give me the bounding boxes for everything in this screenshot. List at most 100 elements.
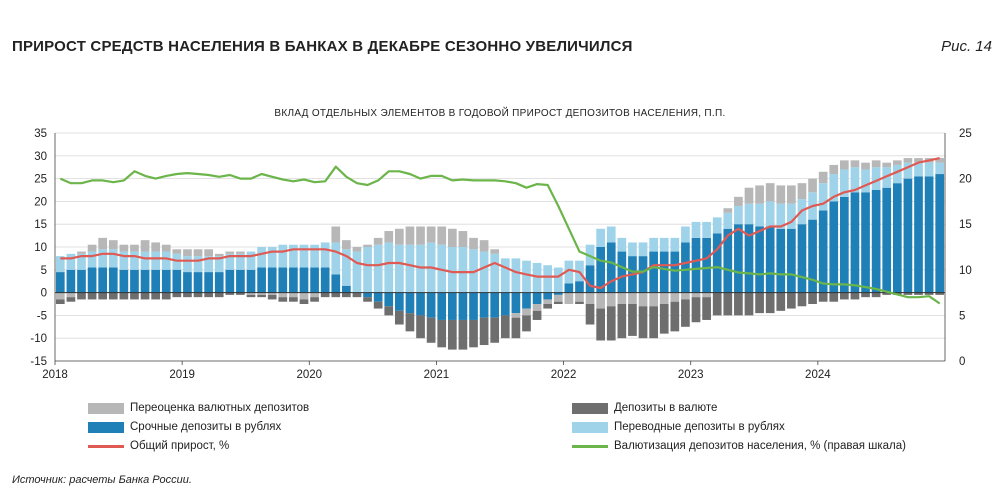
bar-transfer [352, 251, 362, 293]
bar-fx [543, 304, 553, 309]
legend-swatch [572, 444, 608, 448]
bar-term [331, 274, 341, 293]
bar-reval [681, 292, 690, 300]
bar-transfer [331, 242, 341, 275]
chart-axes: 35 30 25 20 15 10 5 0 -5 -10 -15 25 20 15 10 5 0 2018 2019… [30, 128, 971, 381]
bar-transfer [87, 251, 97, 268]
bar-transfer [458, 247, 468, 293]
bar-term [299, 267, 309, 293]
bar-term [797, 224, 807, 293]
bar-term [914, 176, 923, 293]
bar-transfer [850, 167, 860, 193]
bar-fx [447, 319, 457, 350]
bar-fx [426, 317, 436, 343]
bar-reval [479, 240, 489, 252]
bar-transfer [596, 228, 605, 247]
bar-term [384, 292, 394, 307]
bar-term [596, 247, 605, 293]
bar-transfer [924, 162, 934, 177]
bar-transfer [681, 226, 690, 243]
bar-reval [437, 226, 447, 245]
bar-term [458, 292, 468, 320]
y-right-tick-label: 15 [959, 219, 972, 231]
chart-lines [59, 157, 941, 305]
line-total [60, 157, 940, 290]
bar-fx [405, 313, 415, 332]
bar-fx [659, 304, 669, 334]
bar-transfer [320, 242, 330, 268]
bar-term [447, 292, 457, 320]
bar-reval [734, 196, 743, 206]
bar-transfer [342, 249, 351, 286]
bar-reval [55, 292, 65, 300]
bar-transfer [172, 253, 182, 270]
bar-term [532, 292, 542, 304]
bar-fx [829, 292, 839, 302]
bar-term [564, 283, 574, 293]
bar-reval [564, 292, 574, 304]
bar-transfer [278, 244, 288, 268]
bar-transfer [564, 260, 574, 284]
legend-item: Валютизация депозитов населения, % (прав… [572, 439, 906, 453]
bar-transfer [553, 267, 563, 293]
bar-term [850, 192, 860, 293]
bar-transfer [183, 256, 192, 273]
y-right-tick-label: 5 [959, 310, 965, 322]
bar-reval [575, 292, 584, 302]
bar-fx [87, 292, 97, 300]
x-tick-label: 2021 [424, 369, 450, 381]
bar-term [320, 267, 330, 293]
bar-fx [352, 292, 362, 298]
legend-item: Депозиты в валюте [572, 401, 717, 415]
bar-transfer [829, 174, 839, 202]
bar-term [659, 251, 669, 293]
bar-transfer [140, 251, 150, 270]
bar-fx [257, 294, 266, 298]
bar-reval [384, 231, 394, 243]
bar-fx [818, 292, 828, 302]
bar-fx [861, 292, 870, 298]
bar-fx [871, 292, 881, 298]
source-note: Источник: расчеты Банка России. [12, 474, 192, 486]
bar-term [649, 251, 658, 293]
bar-transfer [787, 203, 796, 229]
bar-fx [267, 294, 277, 300]
bar-reval [670, 292, 680, 302]
legend-item: Срочные депозиты в рублях [88, 420, 281, 434]
bar-transfer [500, 258, 510, 293]
bar-fx [469, 319, 478, 348]
bar-transfer [384, 242, 394, 293]
bar-reval [765, 183, 775, 202]
bar-reval [98, 237, 108, 250]
bar-fx [776, 292, 786, 311]
bar-transfer [723, 212, 733, 229]
bar-transfer [617, 237, 627, 252]
bar-transfer [267, 247, 277, 268]
bar-fx [575, 301, 584, 304]
bar-term [871, 190, 881, 293]
legend-swatch [572, 402, 608, 414]
bar-term [66, 269, 76, 293]
bar-reval [776, 185, 786, 204]
bar-fx [500, 315, 510, 339]
bar-reval [914, 158, 923, 163]
legend-swatch [88, 444, 124, 448]
bar-term [363, 292, 372, 298]
bar-fx [108, 292, 118, 300]
bar-transfer [373, 244, 383, 293]
bar-transfer [628, 242, 637, 257]
bar-reval [299, 292, 309, 300]
bar-fx [617, 304, 627, 339]
bar-transfer [649, 237, 658, 252]
bar-reval [87, 244, 97, 252]
bar-fx [702, 297, 711, 320]
legend-swatch [88, 402, 124, 414]
bar-term [818, 210, 828, 293]
bar-fx [193, 292, 203, 298]
bar-term [246, 269, 256, 293]
bar-reval [395, 228, 404, 245]
bar-term [924, 176, 934, 293]
bar-fx [172, 292, 182, 298]
bar-fx [935, 292, 945, 295]
bar-transfer [310, 244, 319, 268]
